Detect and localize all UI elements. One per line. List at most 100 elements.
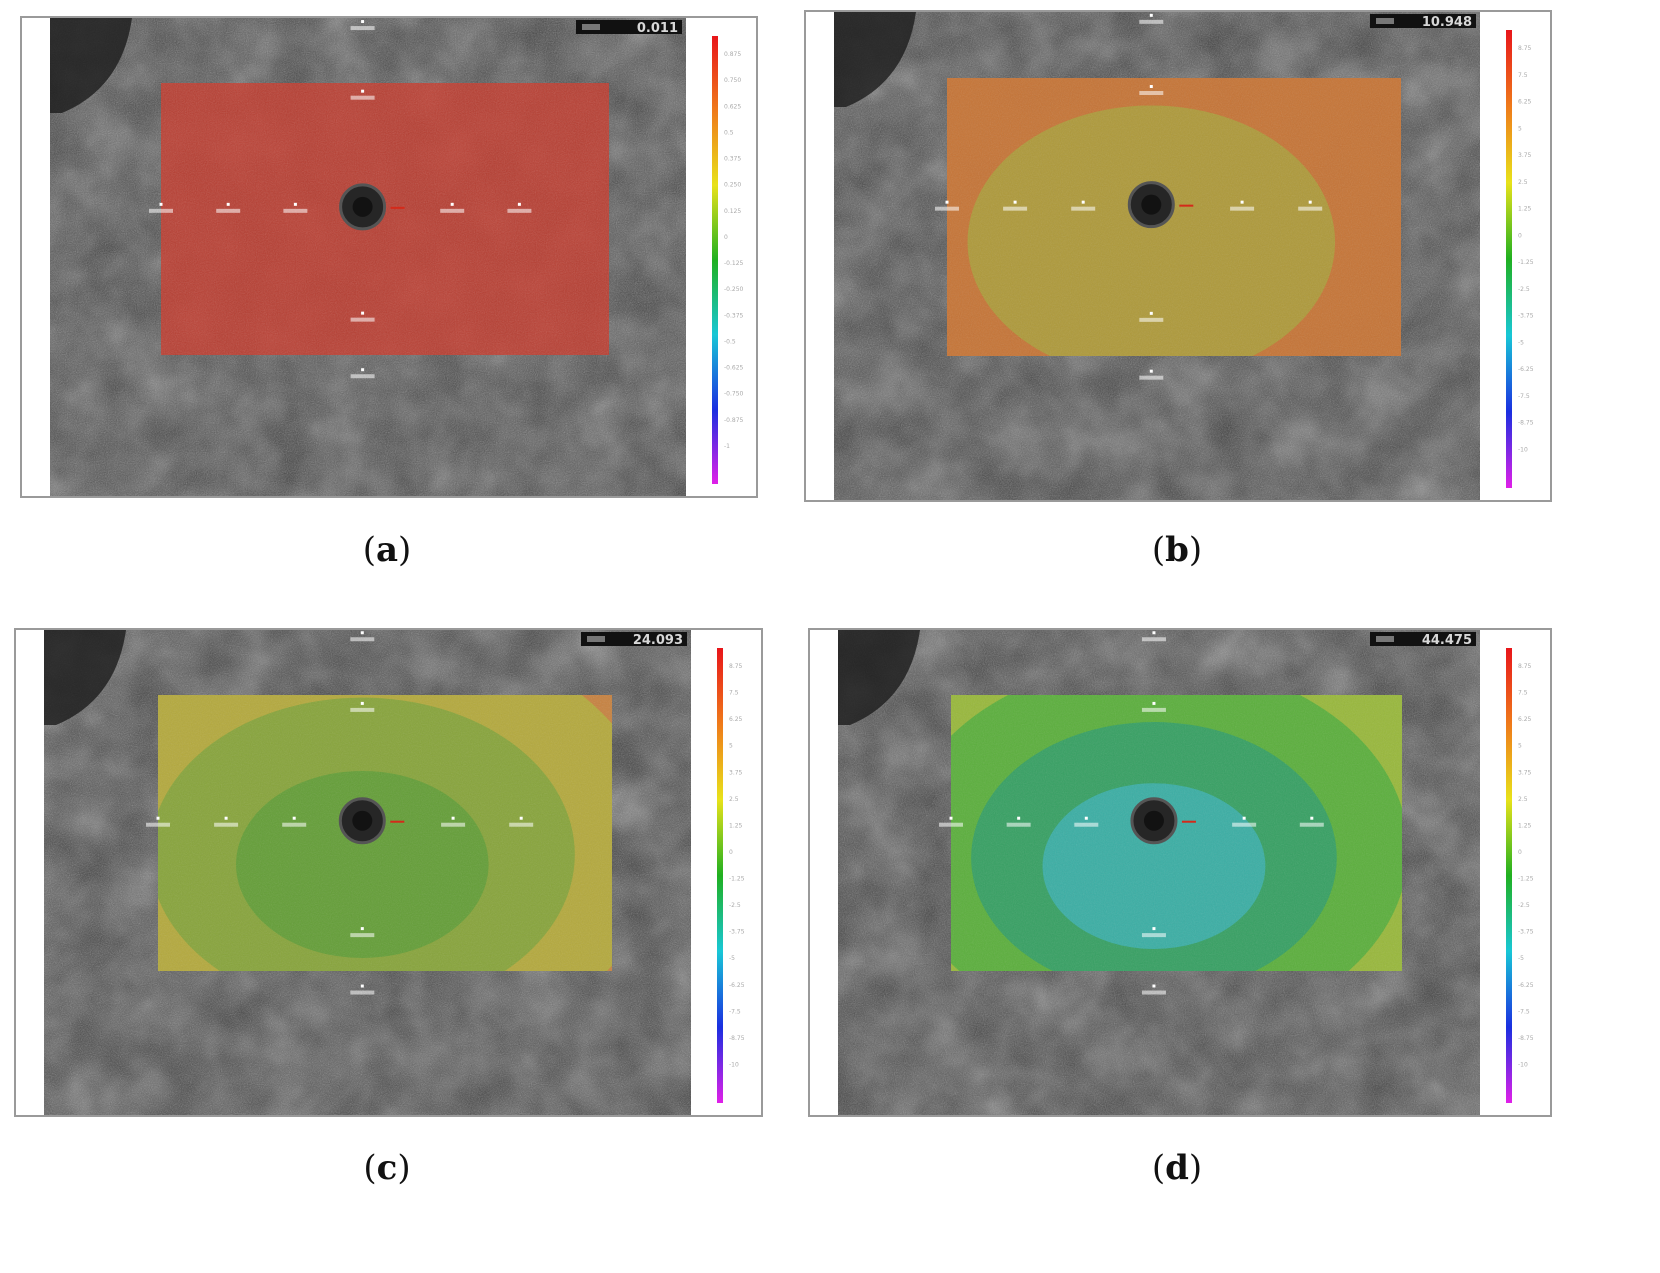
point-marker xyxy=(1149,311,1153,315)
point-label xyxy=(146,822,170,827)
colorbar-tick-label: 5 xyxy=(1518,743,1522,750)
point-label xyxy=(350,933,375,938)
point-label xyxy=(350,317,375,322)
point-label xyxy=(350,637,375,642)
point-label xyxy=(1299,822,1324,827)
colorbar-tick-label: 6.25 xyxy=(729,716,743,723)
readout-value: 10.948 xyxy=(1422,15,1472,30)
colorbar-tick-label: -10 xyxy=(729,1061,739,1068)
readout-value: 24.093 xyxy=(633,633,683,648)
colorbar-tick-label: 5 xyxy=(729,743,733,750)
center-hole-inner xyxy=(352,196,373,217)
point-marker xyxy=(1013,200,1017,204)
colorbar-tick-label: 0 xyxy=(729,849,733,856)
point-label xyxy=(935,206,959,211)
colorbar xyxy=(1506,648,1512,1103)
colorbar-tick-label: 1.25 xyxy=(1518,822,1532,829)
point-label xyxy=(509,822,534,827)
point-label xyxy=(350,95,375,100)
point-label xyxy=(441,822,466,827)
panel-a-figure: 0.011 0.875 0.750 0.625 0.5 0.375 0.250 0.125 0 -… xyxy=(50,18,744,496)
panel-b-figure: 10.948 8.75 7.5 6.25 5 3.75 2.5 1.25 0 -1.25 -2.5 -… xyxy=(834,12,1534,500)
colorbar-tick-label: 1.25 xyxy=(1518,206,1532,213)
point-marker xyxy=(224,816,228,820)
colorbar-tick-label: -7.5 xyxy=(1518,1008,1530,1015)
colorbar-tick-label: 0.5 xyxy=(724,129,734,136)
colorbar-tick-label: 0.250 xyxy=(724,182,741,189)
center-hole-inner xyxy=(1143,810,1164,831)
colorbar-tick-label: 0.125 xyxy=(724,208,741,215)
colorbar-tick-label: -5 xyxy=(729,955,735,962)
colorbar-tick-label: 7.5 xyxy=(1518,690,1528,697)
point-marker xyxy=(1149,369,1153,373)
colorbar-tick-label: -0.375 xyxy=(724,312,744,319)
colorbar-tick-label: 2.5 xyxy=(729,796,739,803)
colorbar-tick-label: 8.75 xyxy=(729,663,743,670)
point-label xyxy=(350,707,375,712)
colorbar-tick-label: -3.75 xyxy=(1518,313,1534,320)
point-marker xyxy=(1152,927,1156,931)
colorbar-tick-label: 6.25 xyxy=(1518,716,1532,723)
point-label xyxy=(350,990,375,995)
point-marker xyxy=(519,816,523,820)
point-label xyxy=(507,208,532,213)
point-marker xyxy=(1149,13,1153,17)
point-marker xyxy=(1310,816,1314,820)
point-label xyxy=(1006,822,1031,827)
colorbar-tick-label: -0.125 xyxy=(724,260,744,267)
colorbar-tick-label: 8.75 xyxy=(1518,663,1532,670)
point-label xyxy=(1232,822,1257,827)
colorbar-tick-label: -0.875 xyxy=(724,417,744,424)
colorbar-tick-label: 0 xyxy=(1518,849,1522,856)
point-label xyxy=(1139,375,1164,380)
colorbar-tick-label: 0 xyxy=(1518,232,1522,239)
colorbar-tick-label: -0.250 xyxy=(724,286,744,293)
panel-d-figure: 44.475 8.75 7.5 6.25 5 3.75 2.5 1.25 0 -1.25 -2.5 -… xyxy=(838,630,1534,1115)
point-label xyxy=(282,822,307,827)
colorbar-tick-label: 0.875 xyxy=(724,51,741,58)
colorbar-tick-label: 2.5 xyxy=(1518,796,1528,803)
colorbar-tick-label: -0.625 xyxy=(724,365,744,372)
point-label xyxy=(1074,822,1099,827)
colorbar-tick-label: -8.75 xyxy=(1518,1035,1534,1042)
colorbar-tick-label: 3.75 xyxy=(729,769,743,776)
colorbar-tick-label: -7.5 xyxy=(1518,393,1530,400)
point-marker xyxy=(1308,200,1312,204)
point-marker xyxy=(1242,816,1246,820)
point-label xyxy=(149,208,173,213)
point-label xyxy=(214,822,239,827)
panel-c: 24.093 8.75 7.5 6.25 5 3.75 2.5 1.25 0 -1.25 -2.5 -… xyxy=(14,628,763,1117)
panel-a: 0.011 0.875 0.750 0.625 0.5 0.375 0.250 0.125 0 -… xyxy=(20,16,758,498)
colorbar-tick-label: 0.750 xyxy=(724,77,741,84)
colorbar-tick-label: -6.25 xyxy=(1518,366,1534,373)
panel-c-figure: 24.093 8.75 7.5 6.25 5 3.75 2.5 1.25 0 -1.25 -2.5 -… xyxy=(44,630,745,1115)
direction-arrow xyxy=(390,820,405,823)
point-marker xyxy=(361,368,365,372)
point-label xyxy=(1141,933,1166,938)
readout-value: 0.011 xyxy=(637,21,678,36)
point-label xyxy=(1139,91,1164,96)
point-marker xyxy=(156,816,160,820)
center-hole-inner xyxy=(1141,194,1162,215)
readout-box: 44.475 xyxy=(1370,632,1476,648)
point-marker xyxy=(1017,816,1021,820)
measurement-points xyxy=(149,20,532,379)
point-marker xyxy=(361,20,365,24)
point-label xyxy=(216,208,241,213)
point-marker xyxy=(360,927,364,931)
strain-overlay xyxy=(161,83,609,355)
point-label xyxy=(1139,19,1164,24)
strain-overlay xyxy=(951,695,1402,971)
colorbar-tick-label: -10 xyxy=(1518,446,1528,453)
colorbar-tick-label: -0.5 xyxy=(724,338,736,345)
colorbar-tick-label: 6.25 xyxy=(1518,99,1532,106)
point-marker xyxy=(1152,631,1156,635)
caption-d: (d) xyxy=(1151,1148,1203,1188)
colorbar-tick-label: -5 xyxy=(1518,339,1524,346)
strain-overlay xyxy=(947,78,1401,356)
colorbar-tick-label: 0.375 xyxy=(724,156,741,163)
point-marker xyxy=(1240,200,1244,204)
point-marker xyxy=(159,202,163,206)
direction-arrow xyxy=(390,206,405,209)
colorbar-tick-label: -10 xyxy=(1518,1061,1528,1068)
